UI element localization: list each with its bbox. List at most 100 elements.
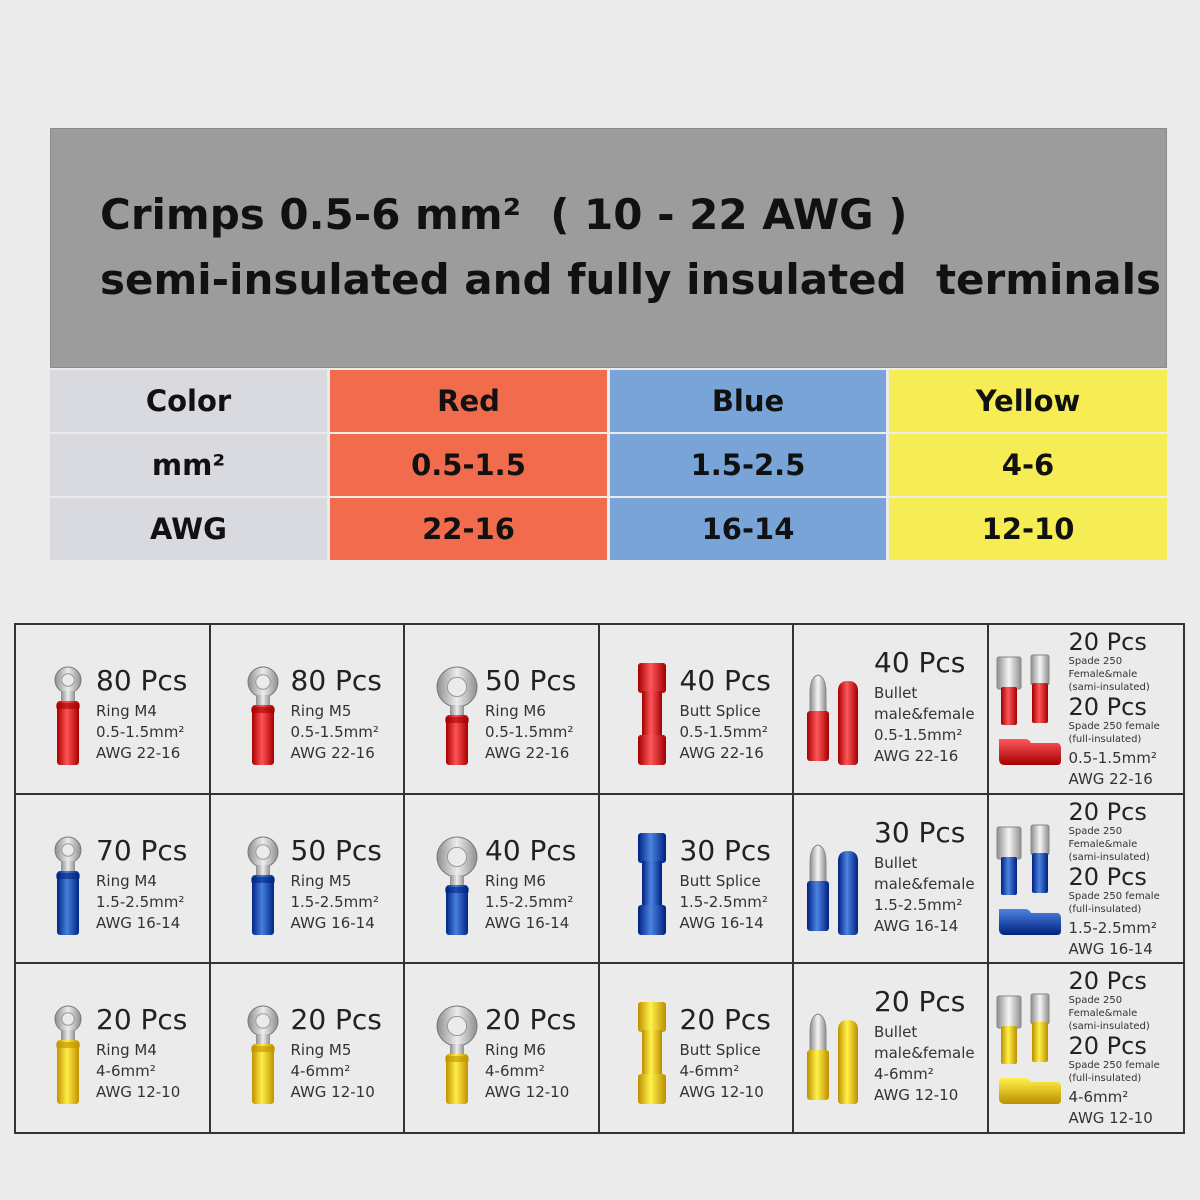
product-size: 4-6mm²: [1068, 1088, 1129, 1106]
bullet-connector-icon: [802, 663, 868, 768]
product-size: 1.5-2.5mm²: [679, 893, 768, 911]
product-insulation: (sami-insulated): [1068, 852, 1150, 863]
product-name: Spade 250: [1068, 995, 1123, 1006]
product-quantity: 70 Pcs: [96, 834, 188, 867]
product-awg: AWG 12-10: [485, 1083, 570, 1101]
product-insulation-2: (full-insulated): [1068, 904, 1142, 915]
product-text: 40 Pcs Butt Splice 0.5-1.5mm² AWG 22-16: [680, 665, 771, 764]
product-text: 50 Pcs Ring M5 1.5-2.5mm² AWG 16-14: [291, 835, 382, 934]
butt-splice-icon: [624, 663, 680, 768]
product-card-ring-m5-blue: 50 Pcs Ring M5 1.5-2.5mm² AWG 16-14: [210, 795, 405, 964]
product-card-bullet-yellow: 20 Pcs Bullet male&female 4-6mm² AWG 12-10: [794, 964, 989, 1132]
product-text: 80 Pcs Ring M5 0.5-1.5mm² AWG 22-16: [291, 665, 382, 764]
product-name: Ring M5: [290, 872, 352, 890]
product-text: 20 Pcs Ring M6 4-6mm² AWG 12-10: [485, 1004, 576, 1103]
product-awg: AWG 12-10: [679, 1083, 764, 1101]
spec-cell-red: 22-16: [330, 498, 607, 560]
product-name-2: Spade 250 female: [1068, 1060, 1160, 1071]
product-text: 20 Pcs Butt Splice 4-6mm² AWG 12-10: [680, 1004, 771, 1103]
butt-splice-icon: [624, 833, 680, 938]
product-text: 80 Pcs Ring M4 0.5-1.5mm² AWG 22-16: [96, 665, 187, 764]
spec-cell-blue: 1.5-2.5: [610, 434, 886, 496]
product-name: Ring M6: [485, 1041, 546, 1059]
product-awg: AWG 12-10: [874, 1086, 959, 1104]
product-quantity: 50 Pcs: [485, 664, 577, 697]
product-size: 4-6mm²: [290, 1062, 351, 1080]
product-quantity: 20 Pcs: [874, 985, 966, 1018]
product-awg: AWG 16-14: [679, 914, 764, 932]
product-card-bullet-red: 40 Pcs Bullet male&female 0.5-1.5mm² AWG 22-…: [794, 625, 989, 795]
product-card-ring-m4-red: 80 Pcs Ring M4 0.5-1.5mm² AWG 22-16: [16, 625, 211, 795]
product-quantity: 30 Pcs: [679, 834, 771, 867]
spade-terminal-icon: [995, 813, 1061, 953]
spec-cell-blue: 16-14: [610, 498, 886, 560]
product-quantity: 40 Pcs: [679, 664, 771, 697]
product-awg: AWG 16-14: [290, 914, 375, 932]
product-name: Spade 250: [1068, 656, 1123, 667]
product-name: Bullet: [874, 1023, 918, 1041]
product-size: 4-6mm²: [485, 1062, 545, 1080]
product-awg: AWG 12-10: [96, 1083, 181, 1101]
product-quantity: 20 Pcs: [1068, 798, 1147, 826]
product-name: Ring M5: [290, 702, 352, 720]
product-name: Ring M5: [290, 1041, 352, 1059]
product-card-ring-m6-red: 50 Pcs Ring M6 0.5-1.5mm² AWG 22-16: [405, 625, 600, 795]
product-size: 4-6mm²: [874, 1065, 934, 1083]
product-awg: AWG 22-16: [96, 744, 181, 762]
product-variant: male&female: [874, 1044, 975, 1062]
product-awg: AWG 22-16: [290, 744, 375, 762]
product-name: Ring M6: [485, 872, 546, 890]
ring-terminal-m6-icon: [429, 1002, 485, 1107]
product-size: 1.5-2.5mm²: [290, 893, 379, 911]
product-quantity: 20 Pcs: [290, 1003, 382, 1036]
spec-cell-red: Red: [330, 370, 607, 432]
spec-cell-yellow: Yellow: [889, 370, 1167, 432]
product-size: 4-6mm²: [96, 1062, 156, 1080]
ring-terminal-m4-icon: [40, 663, 96, 768]
product-quantity: 20 Pcs: [485, 1003, 577, 1036]
product-name: Butt Splice: [679, 1041, 761, 1059]
product-text: 20 Pcs Ring M5 4-6mm² AWG 12-10: [291, 1004, 382, 1103]
product-quantity-2: 20 Pcs: [1068, 693, 1147, 721]
spec-label: AWG: [50, 498, 327, 560]
spec-row-awg: AWG 22-16 16-14 12-10: [50, 498, 1167, 560]
spec-row-mm2: mm² 0.5-1.5 1.5-2.5 4-6: [50, 434, 1167, 496]
product-awg: AWG 12-10: [1068, 1109, 1153, 1127]
product-name: Butt Splice: [679, 872, 761, 890]
product-size: 0.5-1.5mm²: [679, 723, 768, 741]
butt-splice-icon: [624, 1002, 680, 1107]
product-insulation-2: (full-insulated): [1068, 734, 1142, 745]
product-awg: AWG 12-10: [290, 1083, 375, 1101]
product-text: 40 Pcs Bullet male&female 0.5-1.5mm² AWG 22-…: [874, 647, 975, 767]
product-text: 40 Pcs Ring M6 1.5-2.5mm² AWG 16-14: [485, 835, 576, 934]
product-card-butt-blue: 30 Pcs Butt Splice 1.5-2.5mm² AWG 16-14: [599, 795, 794, 964]
product-card-ring-m4-yellow: 20 Pcs Ring M4 4-6mm² AWG 12-10: [16, 964, 211, 1132]
ring-terminal-m4-icon: [40, 833, 96, 938]
ring-terminal-m5-icon: [235, 833, 291, 938]
product-size: 0.5-1.5mm²: [290, 723, 379, 741]
product-name-2: Spade 250 female: [1068, 891, 1160, 902]
product-text: 20 Pcs Spade 250 Female&male (sami-insulate…: [1069, 799, 1160, 960]
product-quantity: 80 Pcs: [290, 664, 382, 697]
product-name: Butt Splice: [679, 702, 761, 720]
ring-terminal-m6-icon: [429, 833, 485, 938]
product-awg: AWG 22-16: [485, 744, 570, 762]
product-card-ring-m6-yellow: 20 Pcs Ring M6 4-6mm² AWG 12-10: [405, 964, 600, 1132]
ring-terminal-m6-icon: [429, 663, 485, 768]
product-size: 0.5-1.5mm²: [485, 723, 574, 741]
product-card-spade-red: 20 Pcs Spade 250 Female&male (sami-insulate…: [988, 625, 1183, 795]
product-card-ring-m4-blue: 70 Pcs Ring M4 1.5-2.5mm² AWG 16-14: [16, 795, 211, 964]
product-grid: 80 Pcs Ring M4 0.5-1.5mm² AWG 22-16 80 Pcs R…: [14, 623, 1185, 1134]
spec-table: Color Red Blue Yellow mm² 0.5-1.5 1.5-2.…: [50, 370, 1167, 562]
product-awg: AWG 22-16: [874, 747, 959, 765]
product-text: 30 Pcs Bullet male&female 1.5-2.5mm² AWG 16-…: [874, 817, 975, 937]
bullet-connector-icon: [802, 1002, 868, 1107]
product-name: Ring M6: [485, 702, 546, 720]
product-awg: AWG 22-16: [1068, 770, 1153, 788]
ring-terminal-m4-icon: [40, 1002, 96, 1107]
product-text: 30 Pcs Butt Splice 1.5-2.5mm² AWG 16-14: [680, 835, 771, 934]
product-variant: Female&male: [1068, 839, 1138, 850]
product-quantity: 50 Pcs: [290, 834, 382, 867]
ring-terminal-m5-icon: [235, 663, 291, 768]
product-text: 20 Pcs Ring M4 4-6mm² AWG 12-10: [96, 1004, 187, 1103]
